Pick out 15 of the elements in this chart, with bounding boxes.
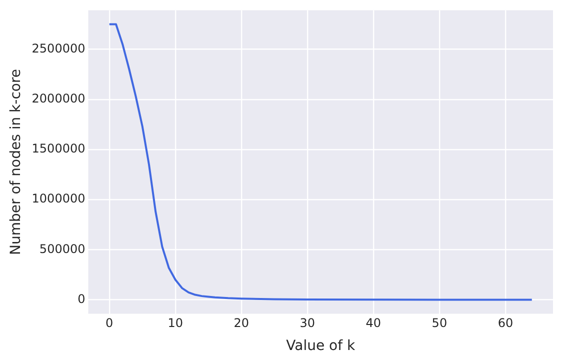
y-tick-label: 0: [78, 292, 86, 306]
x-tick-label: 50: [432, 316, 448, 330]
x-tick-label: 40: [366, 316, 382, 330]
y-tick-label: 2000000: [32, 92, 86, 106]
y-tick-label: 1000000: [32, 192, 86, 206]
y-tick-label: 500000: [39, 242, 86, 256]
x-tick-label: 0: [106, 316, 114, 330]
x-tick-label: 10: [168, 316, 184, 330]
x-axis-title: Value of k: [286, 338, 356, 354]
x-tick-label: 60: [498, 316, 514, 330]
y-tick-label: 2500000: [32, 41, 86, 56]
y-axis-title: Number of nodes in k-core: [8, 68, 24, 256]
x-tick-label: 20: [234, 316, 250, 330]
y-tick-label: 1500000: [32, 142, 86, 156]
x-tick-label: 30: [300, 316, 316, 330]
